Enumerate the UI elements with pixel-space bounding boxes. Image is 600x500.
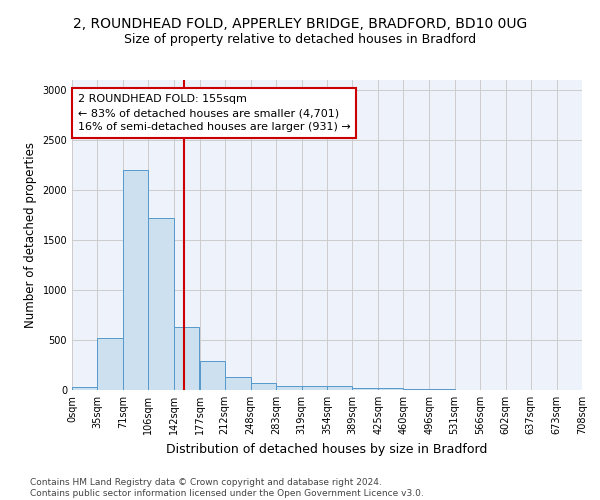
Bar xyxy=(403,388,429,390)
Bar xyxy=(327,386,352,390)
Text: 2, ROUNDHEAD FOLD, APPERLEY BRIDGE, BRADFORD, BD10 0UG: 2, ROUNDHEAD FOLD, APPERLEY BRIDGE, BRAD… xyxy=(73,18,527,32)
Bar xyxy=(352,388,378,390)
Text: 2 ROUNDHEAD FOLD: 155sqm
← 83% of detached houses are smaller (4,701)
16% of sem: 2 ROUNDHEAD FOLD: 155sqm ← 83% of detach… xyxy=(78,94,350,132)
Bar xyxy=(429,389,455,390)
Text: Contains HM Land Registry data © Crown copyright and database right 2024.
Contai: Contains HM Land Registry data © Crown c… xyxy=(30,478,424,498)
Bar xyxy=(199,361,225,390)
Bar xyxy=(123,170,148,390)
Bar xyxy=(378,388,403,390)
Bar xyxy=(174,326,199,390)
Bar xyxy=(225,377,251,390)
Bar xyxy=(97,338,123,390)
X-axis label: Distribution of detached houses by size in Bradford: Distribution of detached houses by size … xyxy=(166,442,488,456)
Bar xyxy=(72,387,97,390)
Text: Size of property relative to detached houses in Bradford: Size of property relative to detached ho… xyxy=(124,32,476,46)
Bar xyxy=(148,218,174,390)
Bar xyxy=(251,382,276,390)
Bar xyxy=(302,386,327,390)
Y-axis label: Number of detached properties: Number of detached properties xyxy=(24,142,37,328)
Bar xyxy=(276,386,302,390)
